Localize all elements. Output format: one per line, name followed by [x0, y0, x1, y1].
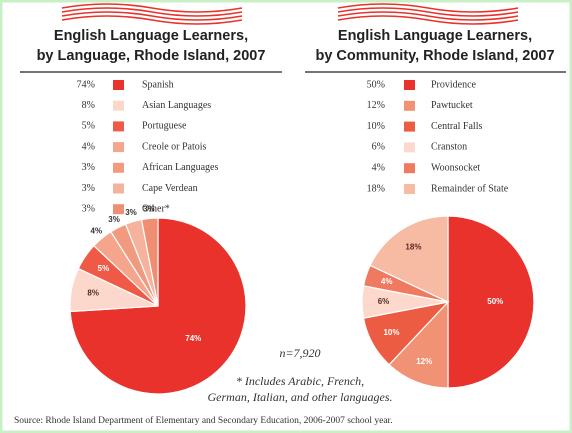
legend-swatch: [113, 162, 124, 173]
legend-label: Remainder of State: [431, 183, 509, 194]
annotation: * Includes Arabic, French,: [236, 374, 364, 388]
legend-label: Portuguese: [142, 121, 187, 132]
legend-swatch: [113, 204, 124, 215]
source: Source: Rhode Island Department of Eleme…: [14, 415, 393, 426]
chart-title: by Community, Rhode Island, 2007: [315, 48, 554, 64]
legend-value: 10%: [367, 121, 385, 132]
legend-swatch: [113, 121, 124, 132]
legend-label: Cape Verdean: [142, 183, 198, 194]
legend-value: 3%: [82, 162, 95, 173]
legend-label: African Languages: [142, 162, 218, 173]
legend-value: 3%: [82, 203, 95, 214]
slice-label: 3%: [108, 215, 120, 224]
slice-label: 18%: [405, 243, 421, 252]
legend-value: 18%: [367, 183, 385, 194]
slice-label: 3%: [143, 205, 155, 214]
legend-swatch: [404, 80, 415, 90]
legend-value: 6%: [372, 142, 385, 153]
legend-swatch: [404, 142, 415, 153]
legend-swatch: [404, 163, 415, 174]
pie-slice: [388, 300, 449, 389]
legend-label: Providence: [431, 79, 477, 90]
slice-label: 4%: [91, 227, 103, 236]
banner: [61, 3, 519, 25]
legend-swatch: [113, 80, 124, 90]
legend-value: 50%: [367, 79, 385, 90]
slice-label: 12%: [416, 357, 432, 366]
legend-swatch: [113, 100, 124, 111]
legend-label: Other*: [142, 203, 170, 214]
chart-title: English Language Learners,: [54, 28, 248, 44]
legend-label: Creole or Patois: [142, 141, 207, 152]
legend-swatch: [404, 100, 415, 111]
legend-label: Asian Languages: [142, 100, 211, 111]
slice-label: 4%: [381, 277, 393, 286]
legend-swatch: [113, 183, 124, 194]
pie-slice: [369, 215, 449, 303]
legend-value: 74%: [77, 79, 95, 90]
legend-swatch: [404, 184, 415, 194]
legend-value: 5%: [82, 121, 95, 132]
legend-value: 12%: [367, 100, 385, 111]
legend-label: Woonsocket: [431, 162, 480, 173]
legend-label: Central Falls: [431, 121, 482, 132]
legend-swatch: [113, 142, 124, 153]
legend-value: 4%: [82, 141, 95, 152]
legend-label: Spanish: [142, 79, 174, 90]
legend-label: Pawtucket: [431, 100, 473, 111]
pie-slice: [140, 217, 159, 307]
slice-label: 6%: [378, 297, 390, 306]
slice-label: 50%: [487, 297, 503, 306]
legend-label: Cranston: [431, 142, 467, 153]
legend-value: 8%: [82, 100, 95, 111]
slice-label: 10%: [383, 328, 399, 337]
chart-title: by Language, Rhode Island, 2007: [37, 48, 266, 64]
slice-label: 74%: [185, 334, 201, 343]
annotation: German, Italian, and other languages.: [208, 390, 393, 404]
legend-swatch: [404, 121, 415, 132]
slice-label: 3%: [125, 208, 137, 217]
annotation: n=7,920: [279, 346, 320, 360]
legend-value: 3%: [82, 183, 95, 194]
legend-value: 4%: [372, 162, 385, 173]
slice-label: 5%: [98, 264, 110, 273]
pie-slice: [447, 215, 535, 389]
slice-label: 8%: [87, 289, 99, 298]
chart-title: English Language Learners,: [338, 28, 532, 44]
